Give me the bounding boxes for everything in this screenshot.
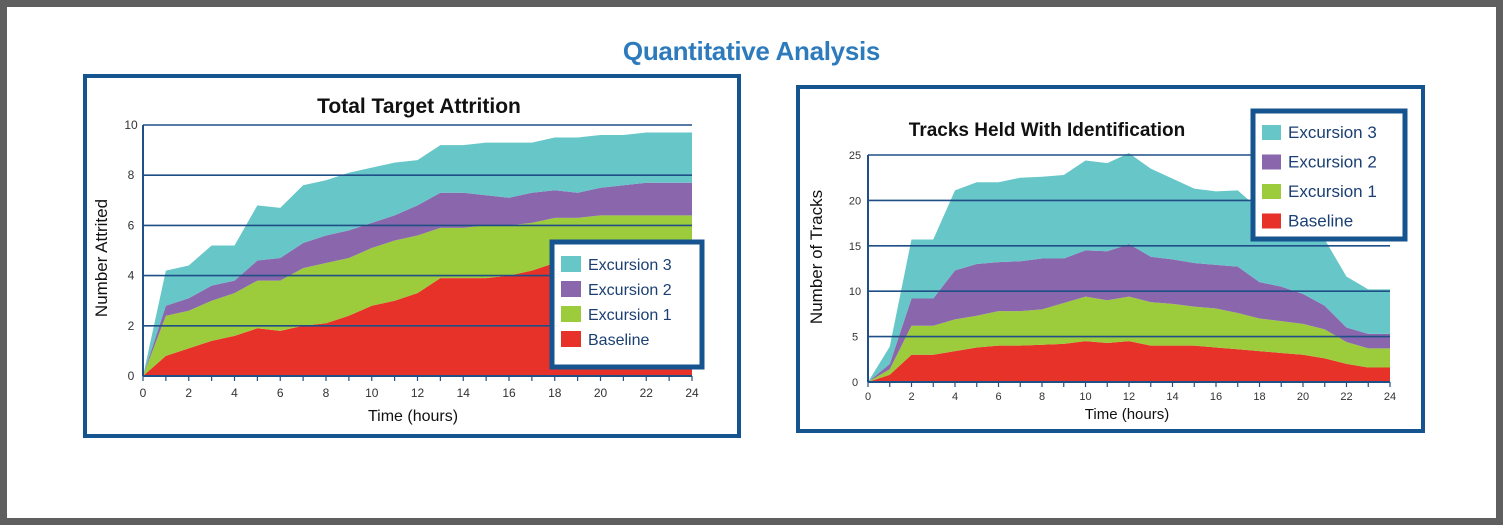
- legend-label-excursion-2: Excursion 2: [1288, 153, 1377, 172]
- legend-swatch-baseline: [561, 331, 581, 347]
- x-tick-label: 14: [1166, 391, 1178, 403]
- x-tick-label: 4: [952, 391, 958, 403]
- x-tick-label: 18: [548, 386, 562, 400]
- y-tick-label: 4: [128, 269, 135, 283]
- x-tick-label: 22: [640, 386, 654, 400]
- y-tick-label: 10: [124, 118, 138, 132]
- legend-label-baseline: Baseline: [588, 332, 649, 349]
- x-tick-label: 4: [231, 386, 238, 400]
- x-tick-label: 6: [995, 391, 1001, 403]
- chart-title: Total Target Attrition: [317, 95, 521, 118]
- y-tick-label: 20: [849, 195, 861, 207]
- legend-swatch-excursion-2: [561, 281, 581, 297]
- chart-title: Tracks Held With Identification: [909, 120, 1185, 141]
- legend-label-excursion-3: Excursion 3: [588, 257, 672, 274]
- x-tick-label: 16: [502, 386, 516, 400]
- page-title: Quantitative Analysis: [622, 36, 881, 66]
- area-excursion-2: [868, 243, 1390, 382]
- legend-label-excursion-3: Excursion 3: [1288, 123, 1377, 142]
- y-tick-label: 10: [849, 286, 861, 298]
- x-tick-label: 10: [365, 386, 379, 400]
- y-tick-label: 0: [852, 377, 858, 389]
- x-tick-label: 20: [594, 386, 608, 400]
- legend-label-baseline: Baseline: [1288, 212, 1353, 231]
- x-tick-label: 8: [1039, 391, 1045, 403]
- y-tick-label: 5: [852, 332, 858, 344]
- x-tick-label: 0: [865, 391, 871, 403]
- legend-swatch-excursion-3: [561, 256, 581, 272]
- y-axis-label: Number of Tracks: [807, 190, 826, 324]
- legend-swatch-excursion-1: [1262, 184, 1281, 199]
- legend-label-excursion-2: Excursion 2: [588, 282, 672, 299]
- y-axis-label: Number Attrited: [92, 199, 111, 317]
- y-tick-label: 0: [128, 369, 135, 383]
- x-tick-label: 2: [908, 391, 914, 403]
- area-excursion-3: [143, 132, 692, 376]
- y-tick-label: 15: [849, 241, 861, 253]
- x-tick-label: 22: [1340, 391, 1352, 403]
- x-tick-label: 6: [277, 386, 284, 400]
- x-axis-label: Time (hours): [1085, 406, 1169, 423]
- x-tick-label: 14: [457, 386, 471, 400]
- x-tick-label: 18: [1253, 391, 1265, 403]
- area-baseline: [868, 341, 1390, 382]
- legend-swatch-excursion-3: [1262, 125, 1281, 140]
- legend-label-excursion-1: Excursion 1: [1288, 182, 1377, 201]
- legend-swatch-baseline: [1262, 213, 1281, 229]
- x-tick-label: 20: [1297, 391, 1309, 403]
- x-tick-label: 0: [140, 386, 147, 400]
- x-tick-label: 10: [1079, 391, 1091, 403]
- legend-label-excursion-1: Excursion 1: [588, 307, 672, 324]
- x-tick-label: 12: [411, 386, 425, 400]
- x-tick-label: 2: [185, 386, 192, 400]
- x-tick-label: 24: [685, 386, 699, 400]
- y-tick-label: 8: [128, 168, 135, 182]
- legend-swatch-excursion-2: [1262, 154, 1281, 170]
- x-tick-label: 16: [1210, 391, 1222, 403]
- area-excursion-1: [868, 296, 1390, 382]
- x-tick-label: 8: [323, 386, 330, 400]
- area-excursion-2: [143, 182, 692, 376]
- x-tick-label: 24: [1384, 391, 1396, 403]
- y-tick-label: 6: [128, 218, 135, 232]
- x-tick-label: 12: [1123, 391, 1135, 403]
- x-axis-label: Time (hours): [368, 408, 458, 425]
- y-tick-label: 2: [128, 319, 135, 333]
- legend-swatch-excursion-1: [561, 306, 581, 322]
- y-tick-label: 25: [849, 150, 861, 162]
